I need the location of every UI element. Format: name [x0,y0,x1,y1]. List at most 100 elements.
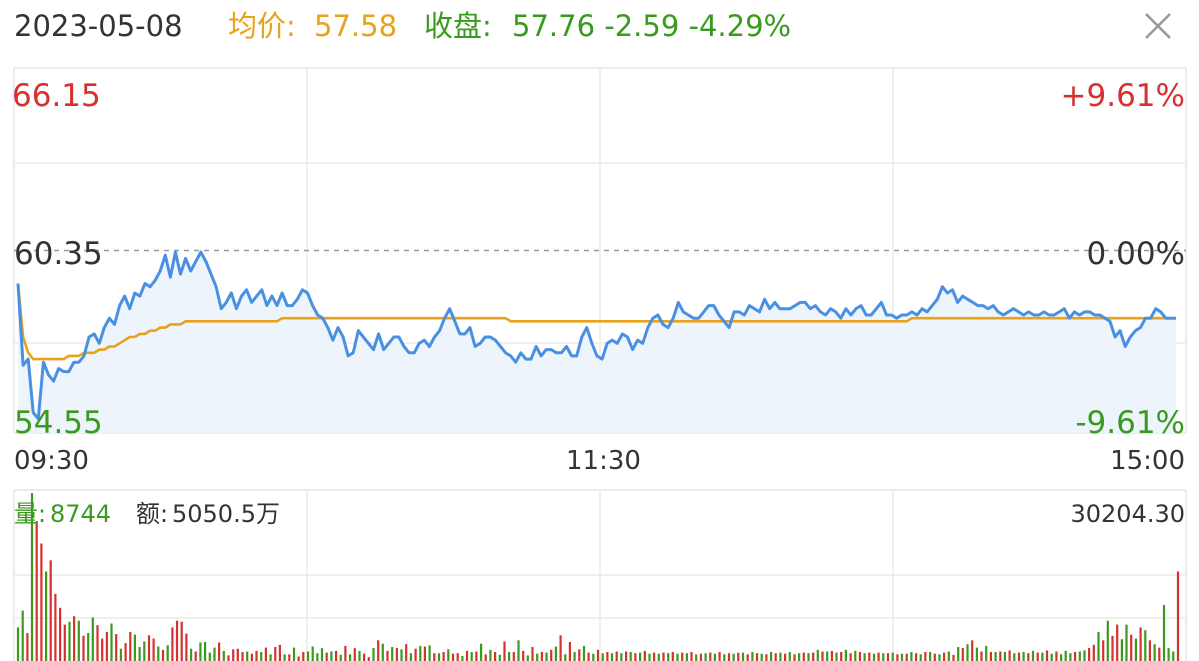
volume-bar [82,635,85,661]
volume-bar [582,645,586,661]
volume-bar [166,645,169,661]
volume-bar [344,645,347,661]
volume-bar [400,649,403,661]
volume-bar [755,653,759,661]
volume-bar [119,648,122,661]
volume-bar [1176,571,1180,661]
volume-bar [194,651,197,661]
volume-bar [456,653,459,661]
volume-bar [919,654,922,661]
volume-bar [522,650,525,661]
price-area [18,252,1176,433]
volume-bar [484,654,487,661]
volume-bar [910,652,913,661]
volume-bar [498,654,501,661]
volume-bar [915,653,918,661]
volume-bar [653,652,656,661]
volume-bar [648,653,651,661]
volume-bar [269,654,272,661]
amount-value: 5050.5万 [172,500,280,528]
volume-bar [306,651,310,661]
volume-bar [255,650,258,661]
avg-price-label: 均价: [228,9,296,43]
volume-bar [882,653,885,661]
volume-bar [540,652,543,661]
volume-bar [1139,627,1142,661]
volume-bar [227,655,230,661]
volume-bar [45,571,48,661]
y-axis-min-label: 54.55 [14,405,103,441]
volume-bar [667,653,670,661]
volume-bar [840,652,843,661]
volume-bar [391,647,394,661]
volume-bar [208,652,211,661]
x-tick-midday: 11:30 [566,446,641,476]
volume-bar [517,640,520,661]
volume-bar [1172,651,1175,661]
volume-bar [933,653,936,661]
volume-bar [681,652,684,661]
volume-bar [643,650,646,661]
volume-bar [1045,650,1049,661]
volume-bar [218,642,221,661]
date-label: 2023-05-08 [14,9,183,43]
volume-bar [246,651,249,661]
amount-label: 额: [136,500,169,528]
volume-bar [812,652,815,661]
volume-bar [854,650,857,661]
volume-bar [222,650,225,661]
volume-bar [872,653,876,661]
volume-bar [966,644,969,661]
volume-bar [1130,634,1133,661]
close-price-value: 57.76 -2.59 -4.29% [512,9,792,43]
volume-bar [91,617,94,661]
volume-bar [185,633,188,661]
volume-bar [110,623,113,661]
volume-bar [339,654,342,661]
volume-bar [250,653,253,661]
volume-bar [634,653,637,661]
volume-bar [21,610,24,661]
y-axis-ref-pct-label: 0.00% [1086,236,1185,272]
volume-bar [68,621,71,661]
y-axis-max-pct-label: +9.61% [1060,78,1185,114]
volume-bar [409,653,412,661]
volume-bar [54,593,57,661]
volume-bar [971,640,974,661]
volume-bar [363,653,366,661]
x-tick-open: 09:30 [14,446,89,476]
close-icon[interactable] [1140,8,1176,44]
volume-bar [830,650,833,661]
volume-bar [727,653,731,661]
volume-bar [372,648,375,661]
volume-bar [718,652,721,661]
volume-bar [87,633,90,661]
volume-bar [568,642,571,661]
y-axis-max-label: 66.15 [12,78,101,114]
volume-bar [784,653,787,661]
volume-bar [671,652,674,661]
volume-bar [610,653,614,661]
volume-bar [1017,652,1021,661]
volume-bar [330,651,333,661]
volume-bar [994,652,997,661]
volume-bar [737,652,740,661]
volume-bar [924,652,927,661]
volume-bar [423,646,426,661]
volume-bar [283,654,286,661]
volume-label: 量: [14,500,47,528]
volume-bar [1102,640,1105,661]
volume-bar [451,653,455,661]
volume-bar [512,652,515,661]
volume-bar [868,652,871,661]
volume-bar [774,653,777,661]
volume-bar [147,635,151,661]
volume-bar [844,649,847,661]
volume-bar [793,654,796,661]
volume-bar [896,654,899,661]
volume-bar [274,647,277,661]
volume-bar [587,652,590,661]
average-price-line [16,283,1176,361]
volume-bar [690,652,693,661]
volume-bar [699,653,702,661]
